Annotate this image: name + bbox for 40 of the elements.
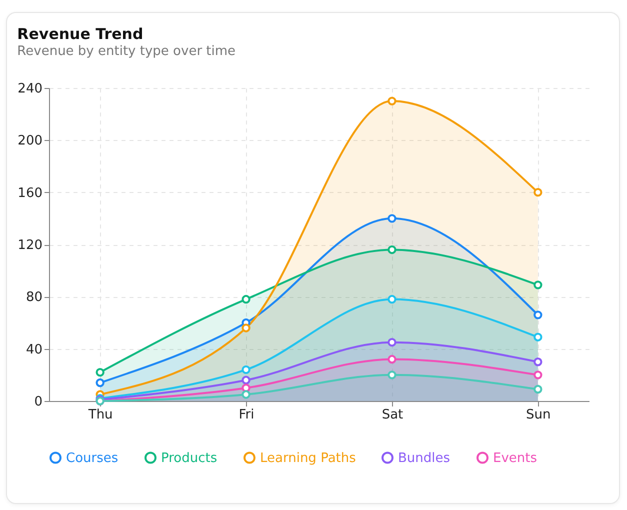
point	[242, 390, 250, 399]
y-tick-label: 200	[18, 134, 42, 149]
legend-label: Bundles	[398, 450, 450, 466]
point	[242, 365, 250, 374]
point	[534, 384, 542, 394]
x-tick-label: Sun	[526, 408, 551, 422]
point	[242, 294, 250, 304]
legend-label: Learning Paths	[260, 450, 356, 466]
point	[388, 294, 396, 304]
x-tick-label: Fri	[238, 408, 254, 422]
y-tick-label: 240	[18, 82, 42, 96]
chart-title: Revenue Trend	[17, 25, 144, 43]
point	[534, 280, 542, 290]
point	[534, 370, 542, 380]
point	[534, 332, 542, 342]
legend-label: Products	[161, 450, 218, 466]
point	[242, 376, 250, 384]
x-tick-label: Sat	[382, 408, 404, 422]
y-tick-label: 120	[18, 238, 42, 253]
chart-subtitle: Revenue by entity type over time	[17, 44, 236, 59]
point	[388, 96, 396, 106]
point	[534, 188, 542, 197]
y-tick-label: 40	[26, 342, 42, 358]
point	[242, 384, 250, 392]
legend-label: Events	[493, 450, 538, 466]
y-tick-label: 0	[34, 394, 42, 410]
point	[96, 378, 104, 388]
point	[534, 310, 542, 320]
y-tick-label: 160	[18, 186, 42, 201]
point	[242, 324, 250, 332]
legend-label: Courses	[66, 450, 118, 466]
point	[388, 370, 396, 380]
point	[388, 214, 396, 223]
point	[388, 245, 396, 254]
point	[388, 338, 396, 347]
point	[96, 368, 104, 377]
x-tick-label: Thu	[87, 408, 113, 422]
y-tick-label: 80	[26, 290, 42, 306]
point	[534, 358, 542, 366]
point	[388, 354, 396, 364]
